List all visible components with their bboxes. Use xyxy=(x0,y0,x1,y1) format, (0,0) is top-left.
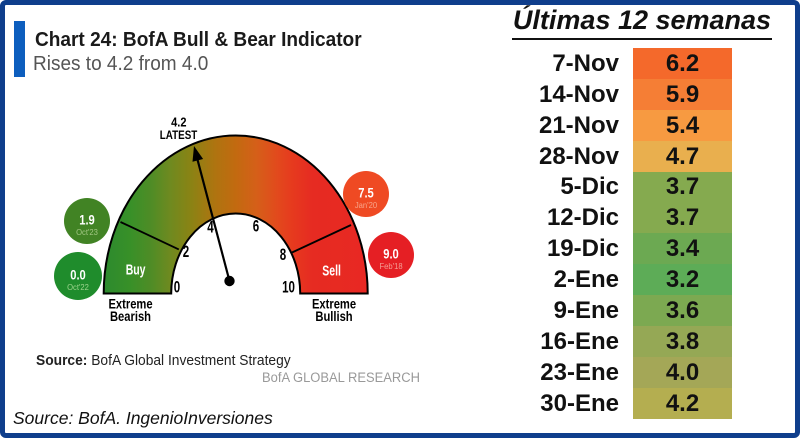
svg-text:Feb'18: Feb'18 xyxy=(379,262,403,271)
svg-text:9.0: 9.0 xyxy=(383,246,399,261)
svg-text:Buy: Buy xyxy=(126,260,146,277)
svg-text:8: 8 xyxy=(280,246,286,265)
svg-text:6: 6 xyxy=(253,217,259,236)
svg-text:Extreme: Extreme xyxy=(108,296,152,311)
svg-text:0.0: 0.0 xyxy=(70,267,86,282)
svg-text:Bullish: Bullish xyxy=(315,309,352,324)
svg-text:7.5: 7.5 xyxy=(358,185,374,200)
svg-text:Jan'20: Jan'20 xyxy=(355,201,378,210)
svg-text:Bearish: Bearish xyxy=(110,309,151,324)
svg-text:Extreme: Extreme xyxy=(312,296,356,311)
svg-text:Sell: Sell xyxy=(322,262,341,279)
svg-text:Oct'23: Oct'23 xyxy=(76,228,98,237)
svg-text:LATEST: LATEST xyxy=(160,129,198,142)
svg-text:4: 4 xyxy=(207,218,213,237)
svg-text:10: 10 xyxy=(282,278,295,297)
svg-text:2: 2 xyxy=(183,243,189,262)
svg-text:4.2: 4.2 xyxy=(171,114,187,129)
svg-text:Oct'22: Oct'22 xyxy=(67,283,89,292)
svg-text:0: 0 xyxy=(174,278,180,297)
svg-text:1.9: 1.9 xyxy=(79,212,95,227)
